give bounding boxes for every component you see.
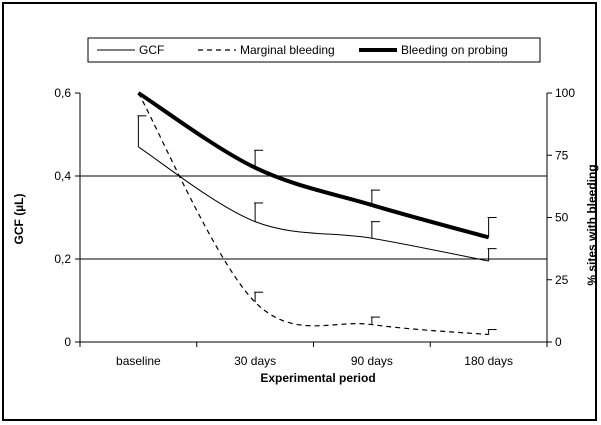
legend-label: Marginal bleeding bbox=[240, 43, 335, 57]
tick-labels: 0 0,2 0,4 0,6 0 25 50 75 100 baseline 30 days 90 da… bbox=[54, 86, 575, 368]
x-tick-label: baseline bbox=[116, 354, 161, 368]
axes bbox=[75, 92, 552, 347]
series-layer bbox=[137, 91, 497, 336]
chart-frame bbox=[2, 2, 597, 421]
legend: GCF Marginal bleeding Bleeding on probing bbox=[87, 37, 541, 63]
series-line bbox=[137, 91, 490, 240]
y-right-tick-label: 25 bbox=[555, 273, 569, 287]
x-tick-label: 180 days bbox=[464, 354, 513, 368]
y-axis-right-title: % sites with bleeding bbox=[585, 164, 599, 285]
legend-box bbox=[87, 37, 541, 63]
y-left-tick-label: 0,2 bbox=[54, 252, 71, 266]
y-right-tick-label: 100 bbox=[555, 86, 575, 100]
y-right-tick-label: 50 bbox=[555, 211, 569, 225]
series-marginal-bleeding bbox=[137, 92, 497, 336]
y-left-tick-label: 0,4 bbox=[54, 169, 71, 183]
x-tick-label: 90 days bbox=[351, 354, 393, 368]
y-right-tick-label: 75 bbox=[555, 148, 569, 162]
series-line bbox=[137, 92, 489, 336]
y-left-tick-label: 0 bbox=[64, 335, 71, 349]
series-gcf bbox=[137, 115, 497, 262]
y-right-tick-label: 0 bbox=[555, 335, 562, 349]
x-axis-title: Experimental period bbox=[260, 371, 375, 385]
y-axis-left-title: GCF (µL) bbox=[12, 194, 26, 245]
x-tick-label: 30 days bbox=[234, 354, 276, 368]
grid-lines bbox=[80, 175, 547, 260]
legend-label: Bleeding on probing bbox=[401, 43, 508, 57]
series-line bbox=[138, 146, 489, 262]
series-bleeding-on-probing bbox=[137, 91, 497, 240]
legend-label: GCF bbox=[139, 43, 164, 57]
y-left-tick-label: 0,6 bbox=[54, 86, 71, 100]
